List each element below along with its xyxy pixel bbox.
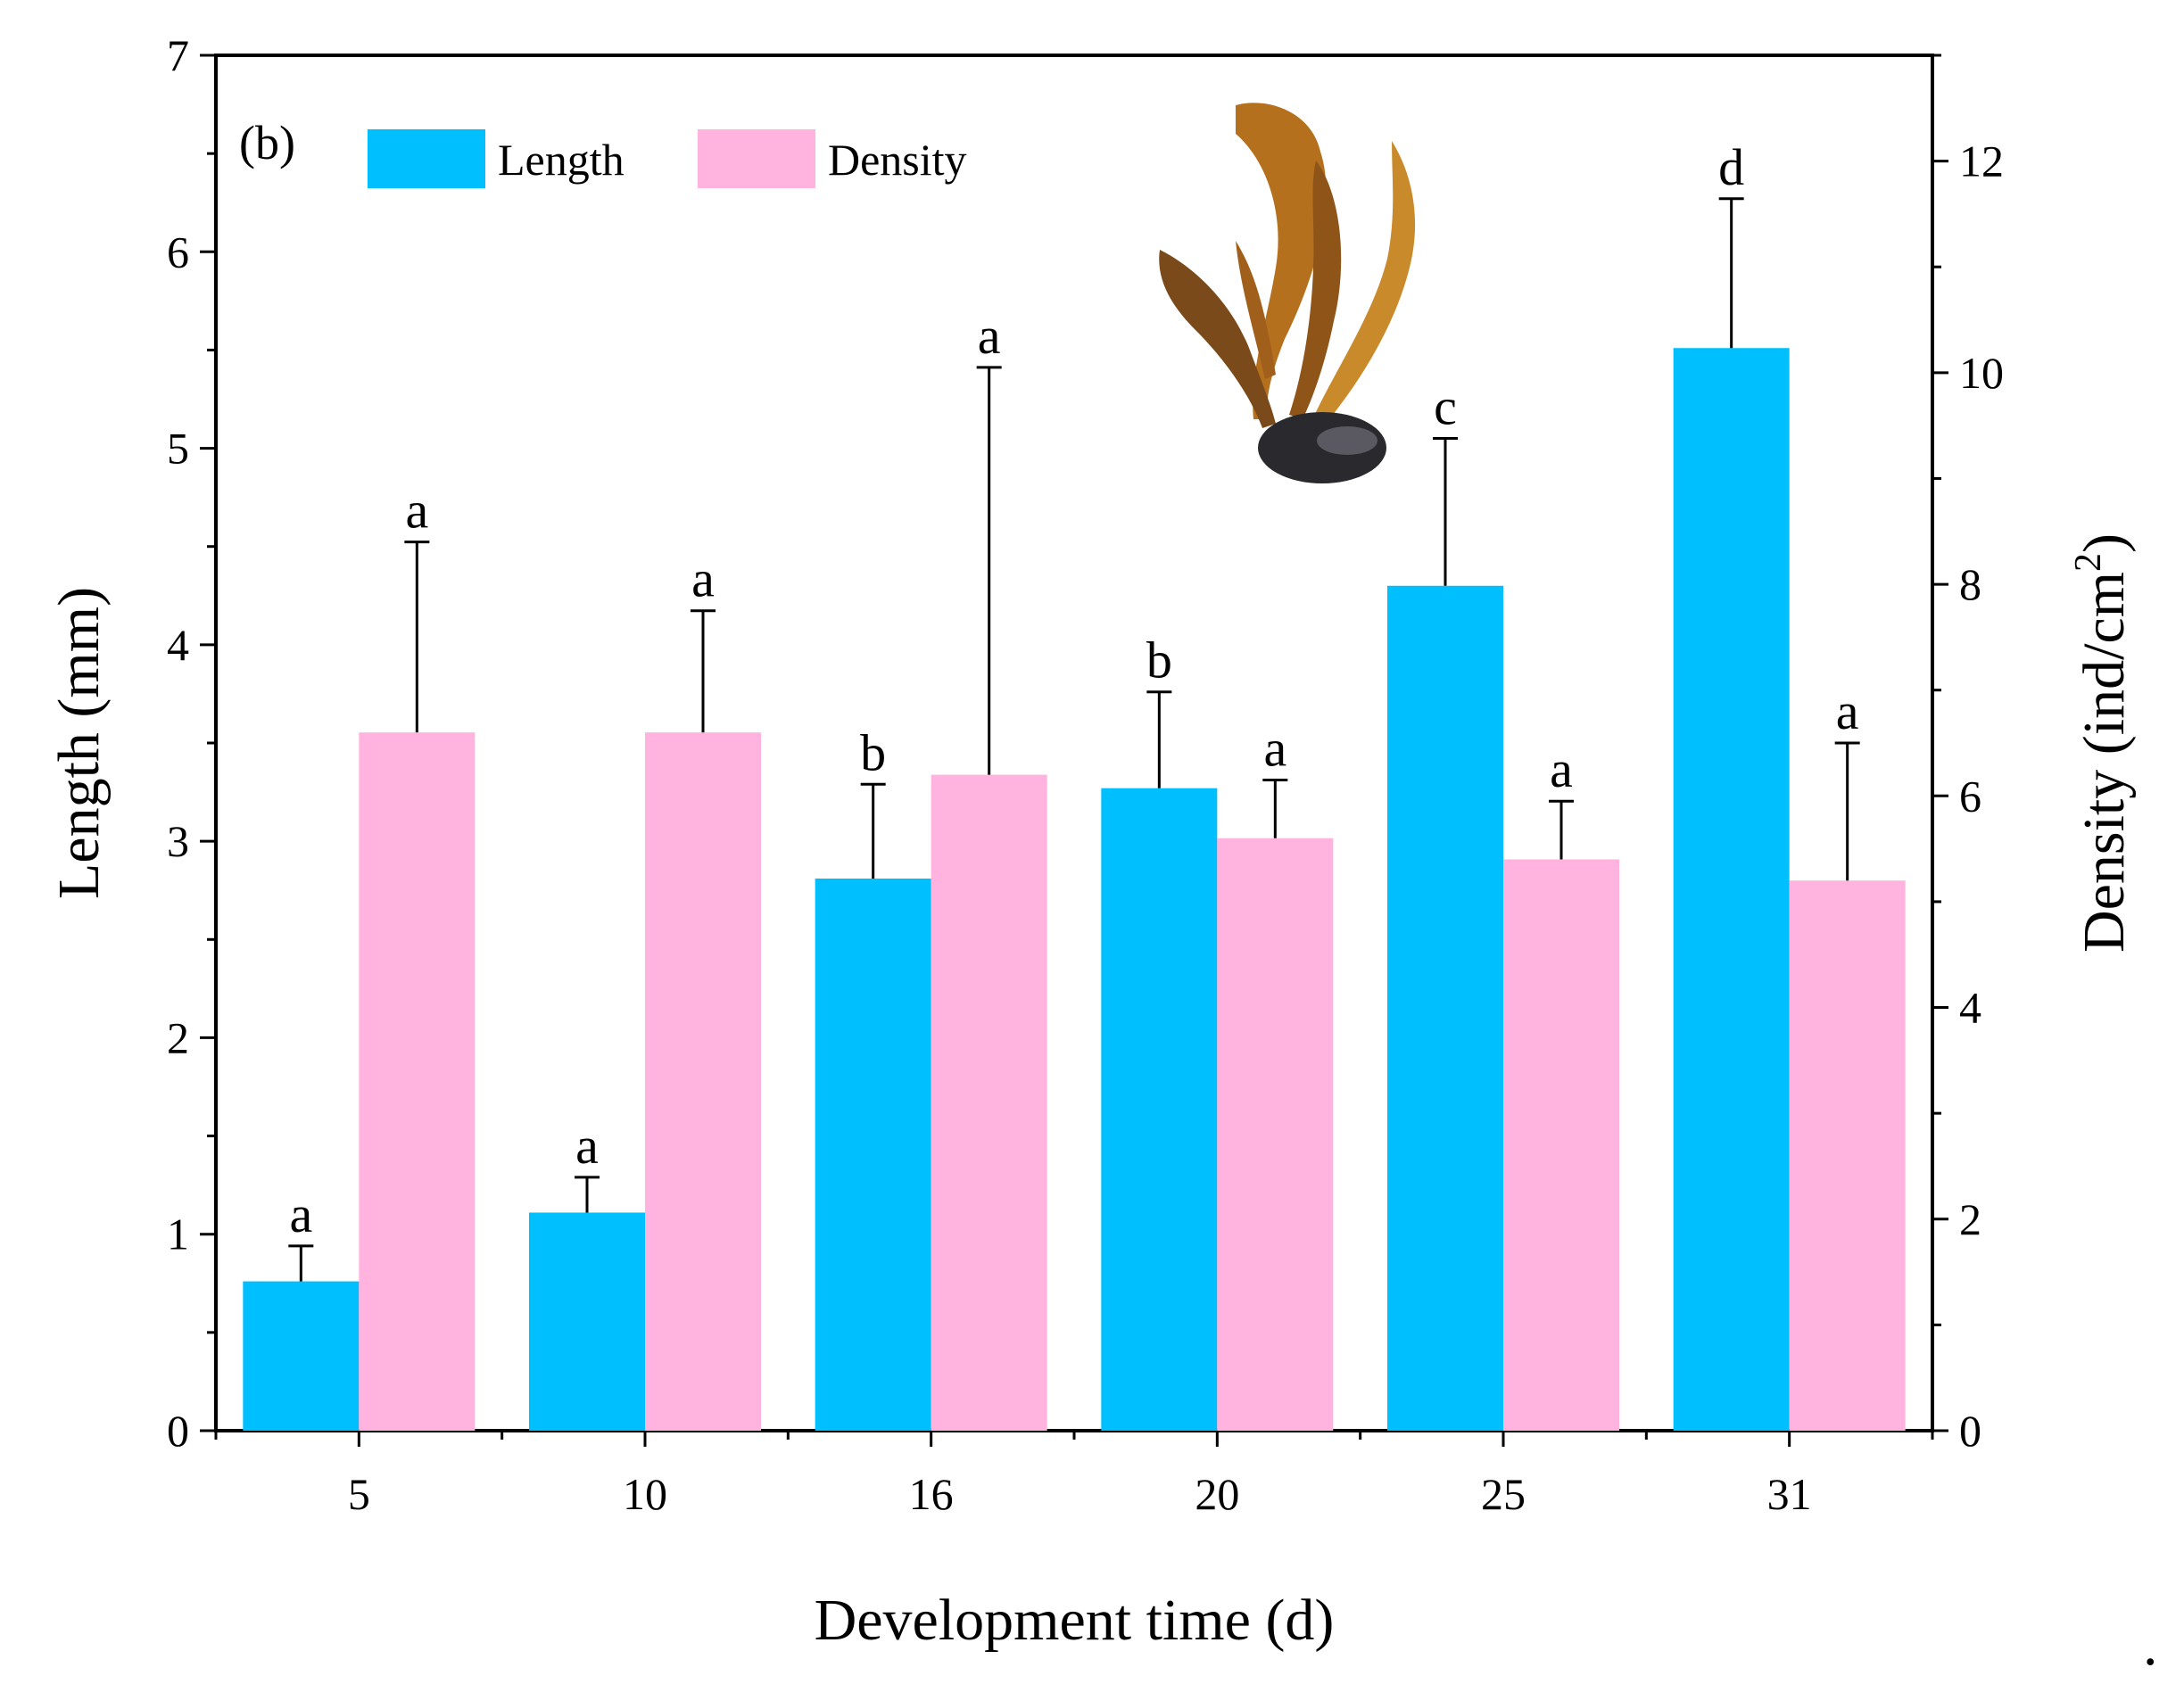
right-axis: 0 2 4 6 8 10 12 — [1932, 54, 2004, 1456]
bar-length-5 — [243, 1281, 360, 1431]
sig-label-length-31: d — [1718, 138, 1744, 196]
mussel-shell-highlight — [1317, 426, 1377, 455]
sig-label-density-20: a — [1263, 720, 1286, 778]
seaweed-frond — [1316, 141, 1416, 419]
trailing-mark: . — [2143, 1613, 2158, 1678]
x-tick-label-10: 10 — [623, 1469, 667, 1519]
bar-length-16 — [815, 878, 931, 1431]
legend-swatch-density — [698, 129, 815, 188]
sig-label-density-10: a — [691, 550, 715, 608]
bar-density-16 — [931, 774, 1047, 1431]
legend: Length Density — [368, 129, 967, 188]
panel-label: (b) — [239, 116, 295, 169]
right-tick-label-12: 12 — [1959, 136, 2004, 186]
left-tick-label-6: 6 — [167, 227, 189, 277]
sig-label-length-25: c — [1434, 378, 1457, 436]
right-tick-label-2: 2 — [1959, 1194, 1981, 1244]
left-tick-label-2: 2 — [167, 1012, 189, 1062]
bar-density-20 — [1217, 838, 1334, 1431]
error-bars-layer — [288, 197, 1860, 1282]
bar-length-20 — [1101, 788, 1218, 1431]
sig-label-length-10: a — [575, 1117, 599, 1175]
left-tick-label-3: 3 — [167, 816, 189, 866]
right-axis-title-superscript: 2 — [2068, 553, 2109, 572]
bars-layer — [243, 348, 1906, 1431]
left-axis: 0 1 2 3 4 5 6 7 — [167, 30, 216, 1456]
x-tick-label-5: 5 — [348, 1469, 370, 1519]
sig-label-density-31: a — [1836, 682, 1859, 740]
right-axis-title-main: Density (ind/cm — [2072, 572, 2137, 953]
sig-label-length-16: b — [860, 723, 886, 781]
legend-swatch-length — [368, 129, 485, 188]
seaweed-photo — [1159, 103, 1416, 483]
seaweed-frond — [1289, 161, 1342, 419]
sig-label-density-5: a — [405, 482, 428, 540]
bar-density-25 — [1503, 859, 1619, 1431]
bar-density-5 — [359, 732, 476, 1431]
sig-label-length-20: b — [1146, 632, 1172, 689]
bar-density-31 — [1789, 880, 1906, 1431]
bar-length-10 — [529, 1212, 645, 1431]
right-tick-label-8: 8 — [1959, 559, 1981, 609]
right-axis-title: Density (ind/cm2) — [2068, 533, 2137, 953]
seaweed-frond — [1236, 241, 1276, 379]
sig-label-length-5: a — [289, 1185, 312, 1243]
bar-length-25 — [1387, 585, 1503, 1431]
left-tick-label-5: 5 — [167, 424, 189, 474]
left-tick-label-1: 1 — [167, 1209, 189, 1259]
x-tick-label-25: 25 — [1481, 1469, 1526, 1519]
bar-length-31 — [1673, 348, 1790, 1431]
sig-label-density-16: a — [978, 307, 1001, 365]
left-axis-title: Length (mm) — [46, 587, 112, 899]
left-tick-label-0: 0 — [167, 1406, 189, 1456]
right-tick-label-0: 0 — [1959, 1406, 1981, 1456]
right-tick-label-4: 4 — [1959, 983, 1981, 1033]
x-tick-label-20: 20 — [1195, 1469, 1239, 1519]
legend-label-density: Density — [828, 135, 967, 185]
seaweed-frond — [1236, 103, 1327, 419]
left-tick-label-7: 7 — [167, 30, 189, 80]
seaweed-frond — [1159, 250, 1276, 428]
significance-labels-layer: a a a a b a b a c a d a — [289, 138, 1858, 1243]
x-tick-label-31: 31 — [1767, 1469, 1812, 1519]
x-axis: 5 10 16 20 25 31 — [214, 1431, 1934, 1519]
left-tick-label-4: 4 — [167, 620, 189, 670]
x-axis-title: Development time (d) — [815, 1588, 1335, 1653]
right-axis-title-close: ) — [2072, 533, 2137, 553]
bar-density-10 — [645, 732, 761, 1431]
right-tick-label-6: 6 — [1959, 771, 1981, 821]
right-tick-label-10: 10 — [1959, 348, 2004, 398]
sig-label-density-25: a — [1550, 740, 1573, 798]
x-tick-label-16: 16 — [909, 1469, 954, 1519]
legend-label-length: Length — [498, 135, 625, 185]
